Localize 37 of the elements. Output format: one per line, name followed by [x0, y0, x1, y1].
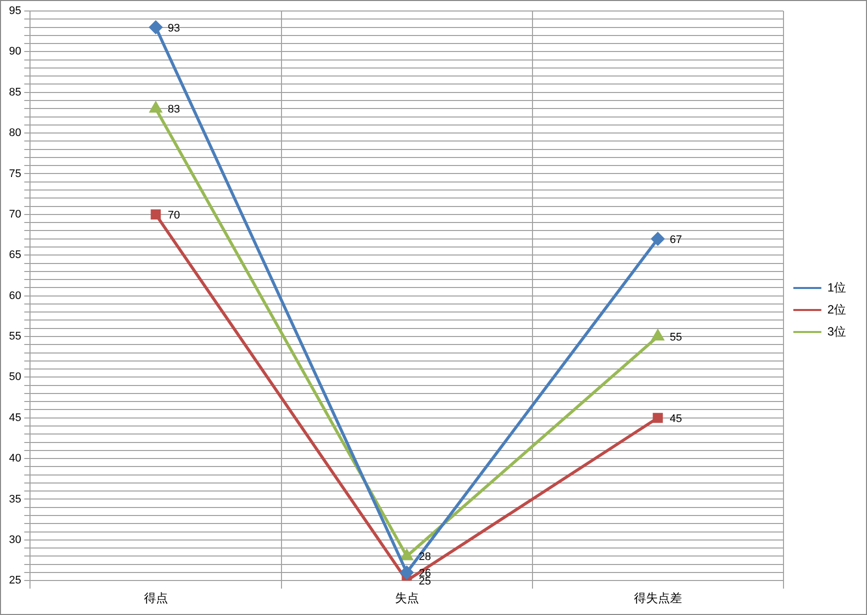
y-tick-label: 35	[8, 493, 22, 506]
y-tick-label: 65	[8, 249, 22, 262]
x-tick-label: 得点	[144, 591, 168, 606]
data-label: 67	[670, 234, 682, 246]
point	[651, 232, 664, 246]
point	[652, 412, 663, 423]
y-tick-label: 60	[8, 290, 22, 302]
y-tick-label: 45	[8, 412, 22, 424]
legend-label: 2位	[827, 302, 846, 316]
point	[400, 566, 414, 579]
point	[150, 209, 161, 220]
y-tick-label: 95	[8, 5, 22, 18]
y-tick-label: 70	[8, 208, 22, 220]
data-label: 55	[670, 332, 682, 344]
y-tick-label: 40	[8, 452, 22, 465]
y-tick-label: 30	[8, 534, 22, 546]
point	[150, 102, 162, 113]
x-tick-label: 失点	[394, 591, 419, 606]
y-tick-label: 55	[8, 330, 22, 343]
y-tick-label: 90	[8, 46, 22, 58]
data-label: 83	[168, 104, 180, 116]
y-tick-label: 75	[8, 168, 22, 180]
point	[400, 550, 413, 560]
legend-label: 3位	[827, 324, 846, 338]
data-label: 70	[168, 209, 180, 222]
y-tick-label: 85	[8, 86, 22, 98]
y-tick-label: 80	[8, 127, 22, 140]
x-tick-label: 得失点差	[634, 591, 682, 606]
point	[652, 330, 664, 340]
point	[149, 20, 162, 34]
y-tick-label: 25	[8, 574, 22, 587]
legend-label: 1位	[827, 280, 846, 294]
data-label: 25	[418, 576, 432, 588]
data-label: 45	[670, 412, 682, 425]
y-tick-label: 50	[8, 371, 22, 384]
data-label: 93	[168, 22, 180, 34]
data-label: 28	[418, 551, 432, 564]
